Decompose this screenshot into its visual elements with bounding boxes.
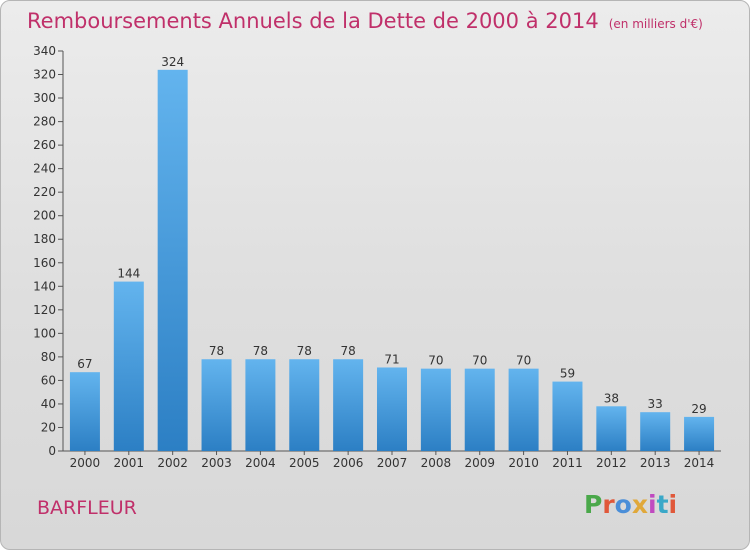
y-tick-label: 160 [33,256,56,270]
y-tick-label: 140 [33,279,56,293]
data-label: 38 [604,391,619,405]
bar [157,69,188,451]
bar [684,416,715,451]
data-label: 33 [648,397,663,411]
bar [596,406,627,451]
data-label: 78 [297,344,312,358]
x-tick-label: 2000 [70,456,101,470]
place-name: BARFLEUR [37,497,137,519]
x-tick-label: 2005 [289,456,320,470]
y-tick-label: 280 [33,115,56,129]
x-tick-label: 2003 [201,456,232,470]
x-tick-label: 2001 [114,456,145,470]
data-label: 78 [340,344,355,358]
x-tick-label: 2013 [640,456,671,470]
x-tick-label: 2004 [245,456,276,470]
y-tick-label: 320 [33,68,56,82]
proxiti-logo: Proxiti [584,490,678,519]
x-tick-label: 2008 [421,456,452,470]
data-label: 67 [77,357,92,371]
x-tick-label: 2009 [464,456,495,470]
y-tick-label: 300 [33,91,56,105]
y-tick-label: 40 [41,397,56,411]
x-tick-label: 2014 [684,456,715,470]
y-tick-label: 120 [33,303,56,317]
bar [201,359,232,451]
data-label: 70 [428,354,443,368]
y-tick-label: 80 [41,350,56,364]
bar [420,368,451,451]
bar [464,368,495,451]
data-label: 324 [161,55,184,69]
data-label: 59 [560,367,575,381]
data-label: 144 [117,267,140,281]
x-tick-label: 2007 [377,456,408,470]
data-label: 29 [691,402,706,416]
bar [640,412,671,451]
x-tick-label: 2011 [552,456,583,470]
y-tick-label: 0 [48,444,56,458]
x-tick-label: 2012 [596,456,627,470]
y-tick-label: 60 [41,373,56,387]
y-tick-label: 180 [33,232,56,246]
chart-title: Remboursements Annuels de la Dette de 20… [27,9,703,33]
y-tick-label: 260 [33,138,56,152]
bar [245,359,276,451]
bar [289,359,320,451]
y-tick-label: 340 [33,44,56,58]
data-label: 70 [516,354,531,368]
x-tick-label: 2002 [157,456,188,470]
chart-title-text: Remboursements Annuels de la Dette de 20… [27,9,599,33]
data-label: 70 [472,354,487,368]
bar [552,381,583,451]
x-tick-label: 2010 [508,456,539,470]
bar [113,281,144,451]
bar [508,368,539,451]
data-label: 78 [209,344,224,358]
y-tick-label: 20 [41,420,56,434]
bar [69,372,100,451]
chart-unit: (en milliers d'€) [608,17,703,31]
x-tick-label: 2006 [333,456,364,470]
y-tick-label: 200 [33,209,56,223]
data-label: 71 [384,352,399,366]
y-tick-label: 240 [33,162,56,176]
data-label: 78 [253,344,268,358]
y-tick-label: 220 [33,185,56,199]
bar [377,367,407,451]
y-tick-label: 100 [33,326,56,340]
bar [333,359,364,451]
